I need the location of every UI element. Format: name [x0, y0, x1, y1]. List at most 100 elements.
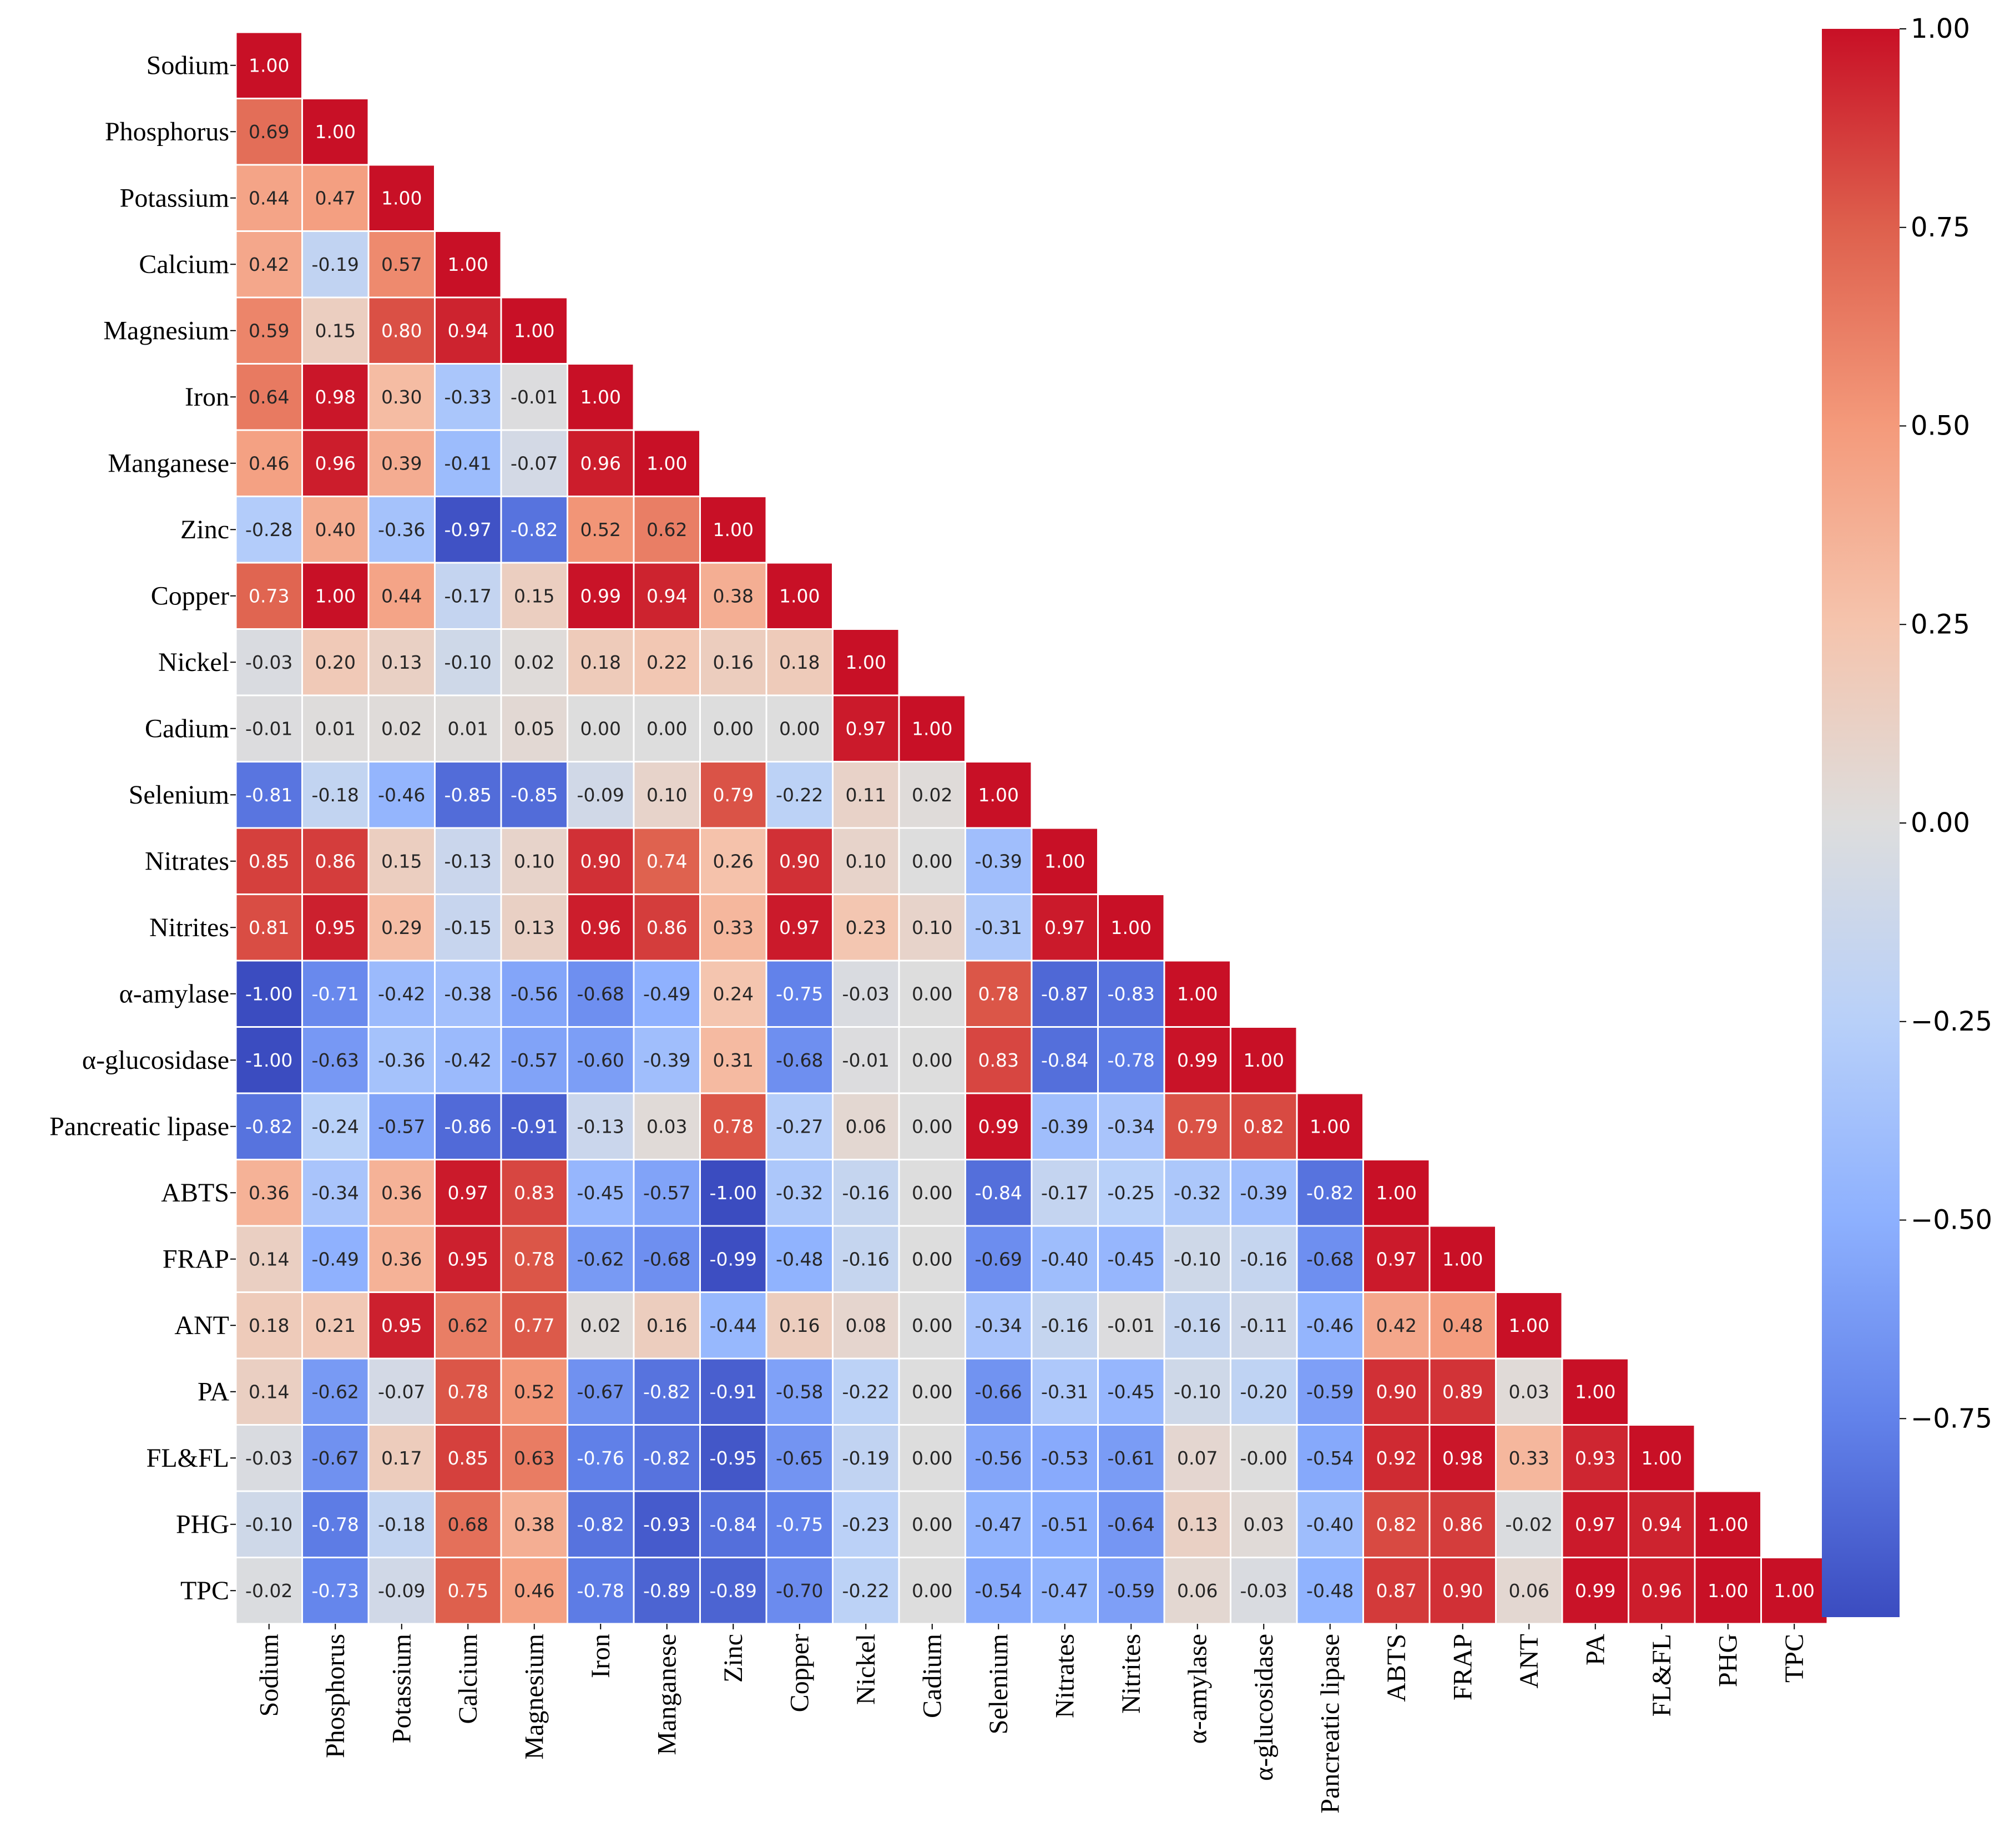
heatmap-cell — [568, 961, 633, 1026]
heatmap-cell — [1099, 895, 1164, 960]
heatmap-cell-value: 0.13 — [1177, 1513, 1218, 1535]
heatmap-cell-value: -0.32 — [1174, 1182, 1221, 1204]
heatmap-cell-value: 0.90 — [779, 850, 820, 872]
heatmap-cell-value: 0.00 — [912, 1248, 952, 1270]
heatmap-cell-value: -0.99 — [710, 1248, 757, 1270]
heatmap-cell — [369, 365, 434, 430]
heatmap-cell — [1497, 1558, 1562, 1623]
heatmap-cell — [568, 1293, 633, 1358]
row-label-nitrites: Nitrites — [149, 913, 229, 942]
heatmap-cell — [634, 829, 699, 893]
heatmap-cell-value: -0.07 — [511, 452, 558, 474]
heatmap-cell-value: -0.48 — [1306, 1580, 1354, 1602]
heatmap-cell-value: -0.16 — [842, 1248, 890, 1270]
row-label-magnesium: Magnesium — [103, 316, 229, 345]
heatmap-cell-value: 0.97 — [448, 1182, 488, 1204]
colorbar-tick-label: 0.00 — [1911, 807, 1970, 839]
heatmap-cell-value: 0.82 — [1376, 1513, 1417, 1535]
heatmap-cell — [1099, 1558, 1164, 1623]
heatmap-cell-value: -0.10 — [245, 1513, 292, 1535]
heatmap-cell — [634, 497, 699, 562]
heatmap-cell-value: -0.02 — [245, 1580, 292, 1602]
heatmap-cell-value: -0.57 — [378, 1115, 425, 1137]
heatmap-cell — [303, 298, 368, 363]
heatmap-cell — [436, 563, 501, 628]
heatmap-cell — [236, 1160, 301, 1225]
heatmap-cells — [236, 33, 1827, 1623]
colorbar: 1.00 0.75 0.50 0.25 0.00 −0.25 −0.50 −0.75 — [1822, 13, 1992, 1617]
heatmap-cell-value: -0.42 — [378, 983, 425, 1004]
heatmap-cell-value: -0.00 — [1240, 1447, 1287, 1469]
heatmap-cell — [634, 1359, 699, 1424]
heatmap-cell-value: 0.98 — [1442, 1447, 1483, 1469]
heatmap-cell-value: -0.68 — [776, 1049, 823, 1071]
heatmap-cell-value: 0.39 — [381, 452, 422, 474]
heatmap-cell — [1297, 1094, 1362, 1159]
heatmap-cell — [236, 563, 301, 628]
heatmap-cell-value: 0.33 — [713, 917, 754, 938]
heatmap-cell — [767, 1359, 832, 1424]
heatmap-cell — [303, 1492, 368, 1557]
heatmap-cell — [502, 298, 567, 363]
heatmap-cell — [1032, 1492, 1097, 1557]
heatmap-cell-value: -0.18 — [378, 1513, 425, 1535]
heatmap-cell-value: 0.00 — [912, 983, 952, 1004]
heatmap-cell-value: -0.62 — [577, 1248, 624, 1270]
heatmap-cell-value: -1.00 — [245, 983, 292, 1004]
heatmap-cell-value: 0.10 — [912, 917, 952, 938]
heatmap-cell — [369, 1226, 434, 1291]
heatmap-cell — [1032, 1558, 1097, 1623]
heatmap-cell — [1629, 1492, 1694, 1557]
heatmap-cell-value: -0.17 — [445, 585, 492, 607]
heatmap-cell — [436, 1293, 501, 1358]
heatmap-cell-value: 1.00 — [1509, 1315, 1549, 1336]
heatmap-cell — [1430, 1359, 1495, 1424]
heatmap-cell-value: 1.00 — [1111, 917, 1152, 938]
heatmap-cell-value: 0.78 — [448, 1381, 488, 1402]
heatmap-cell — [568, 1492, 633, 1557]
heatmap-cell — [236, 33, 301, 98]
col-label-sodium: Sodium — [254, 1634, 284, 1716]
heatmap-cell-value: 0.10 — [647, 784, 687, 806]
heatmap-cell — [1231, 1028, 1296, 1093]
heatmap-cell — [236, 829, 301, 893]
heatmap-cell-value: 0.00 — [912, 1381, 952, 1402]
heatmap-cell — [834, 1359, 898, 1424]
heatmap-cell-value: 0.62 — [647, 519, 687, 541]
heatmap-cell — [502, 1160, 567, 1225]
heatmap-cell-value: 0.17 — [381, 1447, 422, 1469]
heatmap-cell-value: -0.11 — [1240, 1315, 1287, 1336]
heatmap-cell — [1165, 1226, 1230, 1291]
heatmap-cell — [634, 630, 699, 695]
heatmap-cell — [1497, 1492, 1562, 1557]
heatmap-cell-value: 1.00 — [448, 254, 488, 275]
heatmap-cell-value: 0.52 — [580, 519, 621, 541]
heatmap-cell-value: 0.48 — [1442, 1315, 1483, 1336]
heatmap-cell-value: -0.40 — [1306, 1513, 1354, 1535]
heatmap-cell — [303, 696, 368, 761]
heatmap-cell-value: 0.00 — [912, 1315, 952, 1336]
heatmap-cell-value: -0.45 — [1108, 1381, 1155, 1402]
heatmap-cell-value: 0.23 — [846, 917, 886, 938]
heatmap-cell — [900, 1426, 964, 1491]
heatmap-cell — [701, 961, 766, 1026]
heatmap-cell-value: 0.77 — [514, 1315, 554, 1336]
heatmap-cell-value: 0.74 — [647, 850, 687, 872]
heatmap-cell — [900, 1028, 964, 1093]
heatmap-cell-value: -0.86 — [445, 1115, 492, 1137]
heatmap-cell — [1165, 1293, 1230, 1358]
heatmap-cell — [966, 1094, 1031, 1159]
heatmap-cell — [303, 829, 368, 893]
heatmap-cell — [1563, 1426, 1628, 1491]
col-label-copper: Copper — [785, 1634, 814, 1712]
heatmap-cell-value: -0.25 — [1108, 1182, 1155, 1204]
heatmap-cell — [369, 165, 434, 230]
heatmap-cell-value: -0.91 — [511, 1115, 558, 1137]
heatmap-cell — [436, 1160, 501, 1225]
row-label-nickel: Nickel — [158, 648, 229, 677]
col-label-nickel: Nickel — [851, 1634, 881, 1705]
heatmap-cell-value: 0.95 — [448, 1248, 488, 1270]
heatmap-cell-value: 0.99 — [1177, 1049, 1218, 1071]
heatmap-cell — [1497, 1426, 1562, 1491]
heatmap-cell-value: 0.13 — [514, 917, 554, 938]
